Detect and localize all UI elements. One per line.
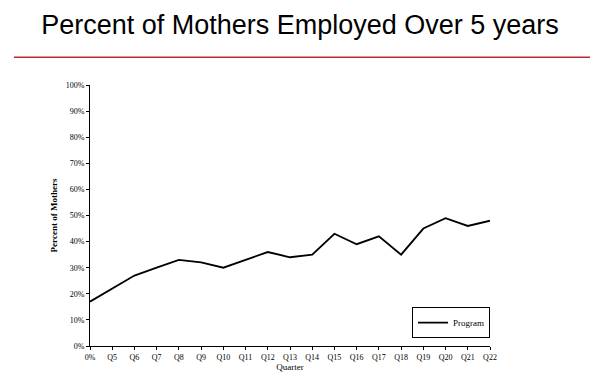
svg-text:Q11: Q11 xyxy=(239,353,252,362)
svg-text:Q22: Q22 xyxy=(483,353,497,362)
svg-text:20%: 20% xyxy=(70,290,85,299)
svg-text:90%: 90% xyxy=(70,107,85,116)
svg-text:50%: 50% xyxy=(70,211,85,220)
svg-text:Q8: Q8 xyxy=(174,353,184,362)
svg-text:Q15: Q15 xyxy=(328,353,342,362)
svg-text:Q18: Q18 xyxy=(394,353,408,362)
svg-text:Q17: Q17 xyxy=(372,353,386,362)
svg-text:40%: 40% xyxy=(70,237,85,246)
svg-text:10%: 10% xyxy=(70,316,85,325)
svg-text:Q10: Q10 xyxy=(216,353,230,362)
svg-text:0%: 0% xyxy=(74,342,85,351)
svg-text:Q20: Q20 xyxy=(439,353,453,362)
svg-text:100%: 100% xyxy=(66,81,85,90)
svg-text:Program: Program xyxy=(453,318,484,328)
svg-text:30%: 30% xyxy=(70,264,85,273)
svg-text:Q5: Q5 xyxy=(107,353,117,362)
svg-text:Q13: Q13 xyxy=(283,353,297,362)
svg-text:Q7: Q7 xyxy=(152,353,162,362)
svg-text:Quarter: Quarter xyxy=(276,362,303,372)
svg-text:Q16: Q16 xyxy=(350,353,364,362)
svg-text:70%: 70% xyxy=(70,159,85,168)
svg-text:Q9: Q9 xyxy=(196,353,206,362)
svg-text:Q21: Q21 xyxy=(461,353,475,362)
svg-text:Percent of Mothers Employed Ov: Percent of Mothers Employed Over 5 years xyxy=(41,10,559,40)
svg-text:Q19: Q19 xyxy=(416,353,430,362)
svg-text:Percent of Mothers: Percent of Mothers xyxy=(49,178,59,252)
svg-text:60%: 60% xyxy=(70,185,85,194)
svg-text:Q14: Q14 xyxy=(305,353,319,362)
svg-text:0%: 0% xyxy=(85,353,96,362)
svg-text:80%: 80% xyxy=(70,133,85,142)
svg-text:Q6: Q6 xyxy=(130,353,140,362)
svg-text:Q12: Q12 xyxy=(261,353,275,362)
